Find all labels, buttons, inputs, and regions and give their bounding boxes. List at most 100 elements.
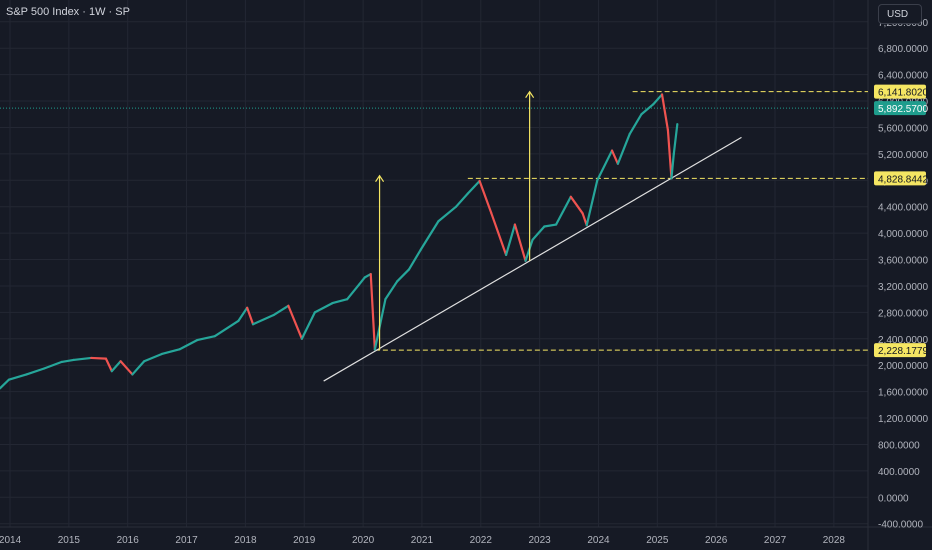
price-segment (331, 298, 349, 305)
price-tag (874, 343, 926, 358)
price-segment (160, 348, 181, 356)
price-segment (466, 179, 481, 195)
price-segment (272, 304, 290, 317)
price-segment (454, 192, 469, 208)
arrow-head (375, 174, 385, 182)
price-segment (7, 373, 28, 381)
price-segment (628, 113, 643, 136)
price-segment (407, 248, 422, 271)
price-segment (581, 212, 588, 227)
y-tick-label: 800.0000 (878, 440, 920, 451)
price-segment (384, 280, 399, 301)
x-tick-label: 2019 (293, 535, 316, 546)
price-segment (478, 179, 493, 215)
price-segment (246, 306, 255, 326)
y-tick-label: 3,200.0000 (878, 282, 928, 293)
price-segment (610, 149, 619, 165)
price-segment (670, 152, 675, 180)
price-segment (287, 304, 303, 340)
x-tick-label: 2025 (646, 535, 669, 546)
x-tick-label: 2022 (470, 535, 493, 546)
y-tick-label: 1,600.0000 (878, 388, 928, 399)
x-tick-label: 2018 (234, 535, 257, 546)
x-tick-label: 2017 (175, 535, 198, 546)
price-segment (513, 223, 527, 262)
price-segment (531, 225, 546, 241)
x-tick-label: 2026 (705, 535, 728, 546)
x-tick-label: 2027 (764, 535, 787, 546)
x-tick-label: 2015 (58, 535, 81, 546)
price-tag-label: 6,141.8020 (878, 88, 928, 99)
price-tag-label: 5,892.5700 (878, 104, 928, 115)
price-segment (300, 311, 316, 340)
price-tag-label: 4,828.8442 (878, 174, 928, 185)
price-segment (251, 313, 275, 326)
price-segment (313, 302, 334, 314)
price-segment (178, 339, 199, 351)
y-tick-label: 6,400.0000 (878, 71, 928, 82)
price-segment (490, 212, 508, 257)
price-segment (72, 356, 93, 362)
y-tick-label: 3,600.0000 (878, 256, 928, 267)
price-segment (90, 356, 108, 360)
price-segment (110, 360, 122, 373)
price-tag (874, 171, 926, 186)
currency-button[interactable]: USD (878, 4, 922, 24)
price-segment (569, 195, 584, 215)
y-tick-label: 0.0000 (878, 493, 909, 504)
y-tick-label: 2,000.0000 (878, 361, 928, 372)
price-segment (104, 357, 113, 373)
price-segment (543, 223, 558, 228)
x-tick-label: 2024 (587, 535, 610, 546)
price-segment (237, 306, 249, 323)
x-tick-label: 2028 (823, 535, 846, 546)
x-tick-label: 2014 (0, 535, 22, 546)
price-segment (213, 319, 240, 338)
price-tag-label: 2,228.1779 (878, 346, 928, 357)
price-segment (0, 378, 10, 390)
y-tick-label: 1,200.0000 (878, 414, 928, 425)
price-segment (666, 128, 673, 180)
x-tick-label: 2020 (352, 535, 375, 546)
price-segment (143, 352, 163, 363)
price-segment (640, 103, 655, 116)
price-segment (585, 179, 599, 227)
price-segment (119, 360, 134, 376)
price-segment (672, 123, 679, 155)
y-tick-label: 400.0000 (878, 467, 920, 478)
price-segment (369, 272, 376, 351)
price-segment (357, 276, 366, 286)
x-tick-label: 2023 (529, 535, 552, 546)
y-tick-label: 2,400.0000 (878, 335, 928, 346)
price-segment (555, 195, 572, 226)
price-segment (43, 360, 63, 370)
y-tick-label: 4,400.0000 (878, 203, 928, 214)
price-segment (437, 205, 458, 223)
price-segment (419, 220, 440, 251)
y-tick-label: 2,800.0000 (878, 308, 928, 319)
price-segment (504, 223, 517, 257)
arrow-head (525, 90, 535, 99)
y-tick-label: 4,000.0000 (878, 229, 928, 240)
price-segment (616, 132, 631, 165)
price-tag (874, 101, 926, 116)
y-tick-label: 5,200.0000 (878, 150, 928, 161)
y-tick-label: 6,800.0000 (878, 44, 928, 55)
price-segment (346, 283, 361, 301)
price-segment (196, 335, 216, 342)
price-segment (60, 358, 75, 363)
price-segment (652, 93, 664, 106)
price-segment (131, 360, 146, 376)
price-tag (874, 84, 926, 99)
y-tick-label: -400.0000 (878, 520, 923, 531)
x-tick-label: 2016 (117, 535, 140, 546)
y-tick-label: 5,600.0000 (878, 123, 928, 134)
price-segment (396, 268, 411, 283)
chart-title: S&P 500 Index · 1W · SP (6, 6, 130, 18)
price-segment (25, 367, 46, 376)
price-segment (596, 149, 614, 182)
price-segment (660, 93, 670, 132)
x-tick-label: 2021 (411, 535, 434, 546)
